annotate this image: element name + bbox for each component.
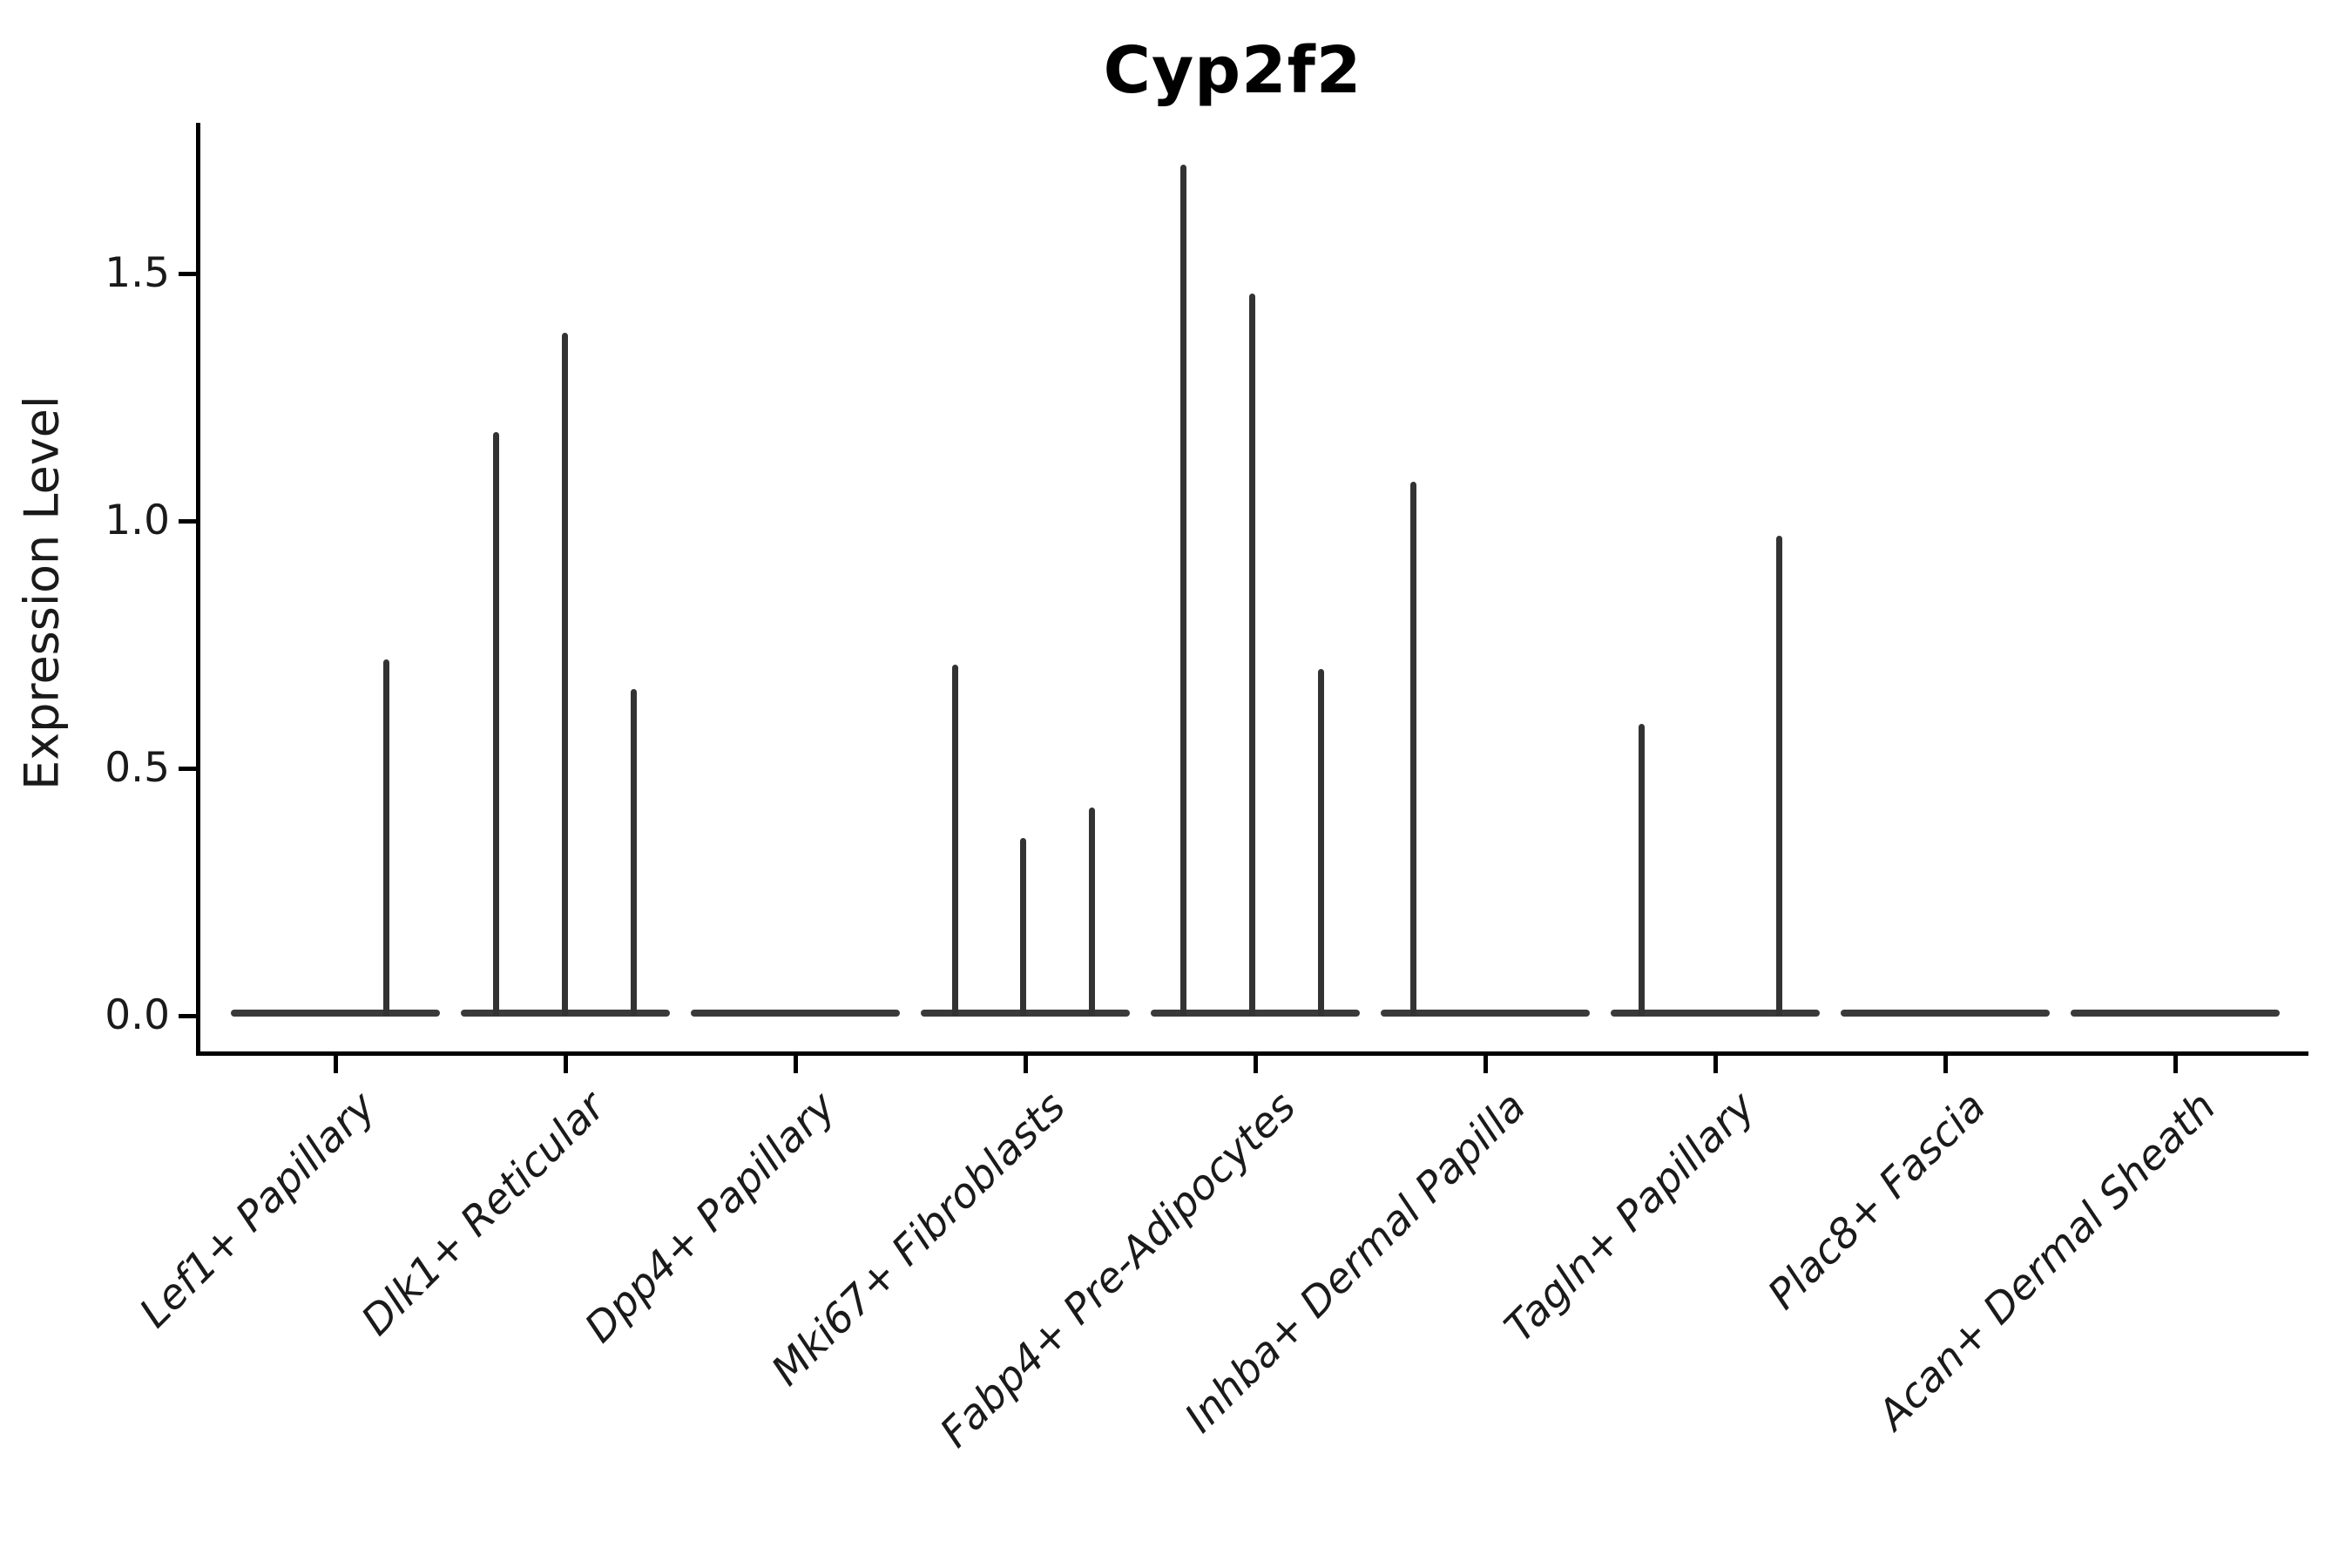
violin-spike	[952, 665, 958, 1016]
violin-baseline	[1381, 1010, 1590, 1017]
violin-baseline	[1841, 1010, 2050, 1017]
chart-title: Cyp2f2	[1103, 33, 1362, 108]
y-tick-mark	[179, 519, 196, 524]
y-tick-label: 1.0	[105, 497, 170, 544]
x-tick-mark	[1943, 1056, 1948, 1073]
x-tick-mark	[1484, 1056, 1488, 1073]
violin-baseline	[2071, 1010, 2280, 1017]
x-tick-mark	[794, 1056, 798, 1073]
violin-spike	[1318, 669, 1324, 1016]
violin-spike	[1639, 724, 1645, 1016]
y-tick-label: 0.5	[105, 744, 170, 792]
violin-spike	[1249, 294, 1255, 1016]
x-tick-mark	[1254, 1056, 1258, 1073]
y-tick-label: 1.5	[105, 249, 170, 297]
violin-spike	[1020, 838, 1026, 1016]
x-tick-mark	[1024, 1056, 1028, 1073]
y-tick-mark	[179, 272, 196, 276]
y-tick-mark	[179, 767, 196, 771]
x-tick-mark	[2173, 1056, 2178, 1073]
violin-baseline	[231, 1010, 440, 1017]
y-tick-label: 0.0	[105, 991, 170, 1039]
violin-spike	[1776, 536, 1782, 1016]
y-tick-mark	[179, 1014, 196, 1018]
x-tick-label: Dpp4+ Papillary	[575, 1083, 845, 1353]
violin-spike	[1180, 165, 1186, 1016]
violin-baseline	[1611, 1010, 1820, 1017]
x-tick-label: Plac8+ Fascia	[1758, 1083, 1995, 1320]
violin-spike	[383, 659, 389, 1016]
x-tick-label: Tagln+ Papillary	[1496, 1083, 1765, 1352]
x-tick-label: Dlk1+ Reticular	[352, 1083, 615, 1345]
violin-spike	[1410, 482, 1416, 1016]
x-tick-mark	[564, 1056, 568, 1073]
bottom-spine	[196, 1051, 2308, 1056]
x-tick-label: Lef1+ Papillary	[130, 1083, 385, 1338]
violin-spike	[493, 432, 499, 1016]
x-tick-mark	[1713, 1056, 1718, 1073]
violin-baseline	[691, 1010, 900, 1017]
violin-baseline	[1151, 1010, 1360, 1017]
violin-spike	[562, 333, 568, 1016]
left-spine	[196, 123, 200, 1056]
violin-spike	[631, 689, 637, 1016]
x-tick-mark	[334, 1056, 338, 1073]
violin-spike	[1089, 808, 1095, 1016]
